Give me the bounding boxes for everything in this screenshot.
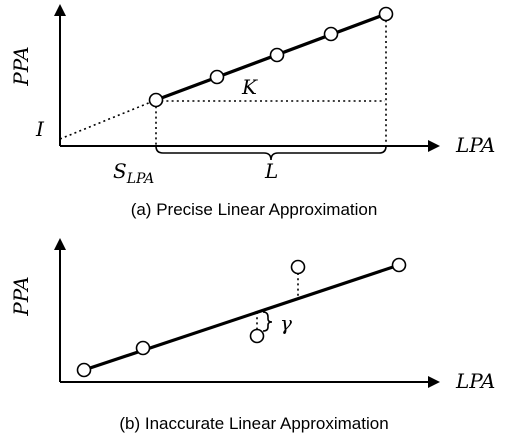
panel-b-point bbox=[135, 340, 151, 356]
panel-a-point bbox=[378, 6, 394, 22]
panel-a-y-axis-label: PPA bbox=[9, 46, 33, 87]
panel-a-length-label: L bbox=[264, 159, 278, 183]
panel-a-point bbox=[323, 26, 339, 42]
panel-b-point bbox=[76, 362, 92, 378]
panel-b-x-axis-label: LPA bbox=[455, 369, 495, 393]
panel-a: PPA LPA I K SLPA L (a) Precise Linear Ap… bbox=[9, 4, 495, 219]
panel-b-error-label: γ bbox=[280, 311, 292, 335]
panel-a-x-axis-label: LPA bbox=[455, 133, 495, 157]
panel-a-start-label-sub: LPA bbox=[126, 171, 155, 187]
panel-a-caption: (a) Precise Linear Approximation bbox=[131, 200, 378, 219]
panel-a-intercept-label: I bbox=[35, 117, 45, 141]
panel-b-point bbox=[391, 257, 407, 273]
panel-b-point bbox=[290, 259, 306, 275]
panel-a-point bbox=[209, 69, 225, 85]
panel-b-caption: (b) Inaccurate Linear Approximation bbox=[119, 414, 388, 433]
panel-a-start-label: SLPA bbox=[113, 159, 154, 187]
panel-a-length-brace bbox=[155, 145, 387, 161]
panel-a-start-label-main: S bbox=[113, 159, 127, 183]
panel-b-y-axis-label: PPA bbox=[9, 276, 33, 317]
panel-a-point bbox=[269, 47, 285, 63]
panel-a-point bbox=[148, 92, 164, 108]
panel-b-point bbox=[249, 328, 265, 344]
panel-a-intercept-extension bbox=[59, 99, 157, 140]
panel-b: PPA LPA γ (b) Inaccurate Linear Approxim… bbox=[9, 238, 495, 433]
panel-b-error-brace bbox=[262, 311, 273, 332]
panel-a-slope-label: K bbox=[241, 75, 258, 99]
panel-b-fit-line bbox=[83, 263, 400, 372]
